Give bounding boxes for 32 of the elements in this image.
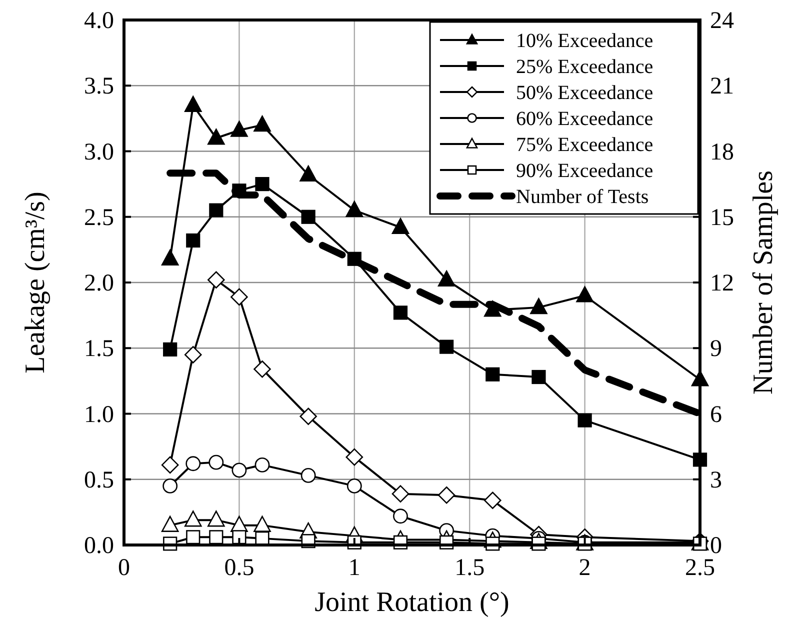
x-tick-label: 0: [118, 555, 130, 581]
y2-axis-title: Number of Samples: [748, 170, 779, 394]
y-tick-label: 2.5: [84, 204, 114, 231]
legend-label: 50% Exceedance: [516, 82, 654, 104]
y-tick-label: 0.5: [84, 467, 114, 494]
y-tick-label: 1.5: [84, 336, 114, 362]
y-tick-label: 1.0: [84, 402, 114, 428]
legend-label: 60% Exceedance: [516, 108, 654, 130]
y2-tick-label: 9: [710, 336, 722, 362]
x-tick-label: 1: [348, 555, 360, 581]
y2-tick-label: 6: [710, 402, 722, 428]
y-tick-label: 3.5: [84, 74, 114, 100]
x-tick-label: 0.5: [224, 555, 254, 581]
x-tick-label: 2: [578, 555, 591, 581]
legend-label: 75% Exceedance: [516, 134, 654, 156]
x-axis-title: Joint Rotation (°): [314, 587, 510, 618]
legend-label: Number of Tests: [516, 186, 649, 208]
y2-tick-label: 15: [710, 204, 734, 231]
y2-tick-label: 3: [710, 467, 722, 494]
y2-tick-label: 12: [710, 270, 734, 296]
y2-tick-label: 21: [710, 74, 734, 100]
y-axis-title: Leakage (cm³/s): [20, 192, 51, 374]
y2-tick-label: 24: [710, 8, 734, 34]
y-tick-label: 3.0: [84, 139, 114, 166]
x-tick-label: 1.5: [454, 555, 485, 581]
legend-label: 10% Exceedance: [516, 30, 654, 52]
y2-tick-label: 18: [710, 139, 734, 166]
legend-label: 25% Exceedance: [516, 56, 654, 78]
y-tick-label: 0.0: [84, 533, 114, 559]
y-tick-label: 4.0: [84, 8, 114, 34]
legend-label: 90% Exceedance: [516, 160, 654, 182]
y-tick-label: 2.0: [84, 270, 114, 296]
